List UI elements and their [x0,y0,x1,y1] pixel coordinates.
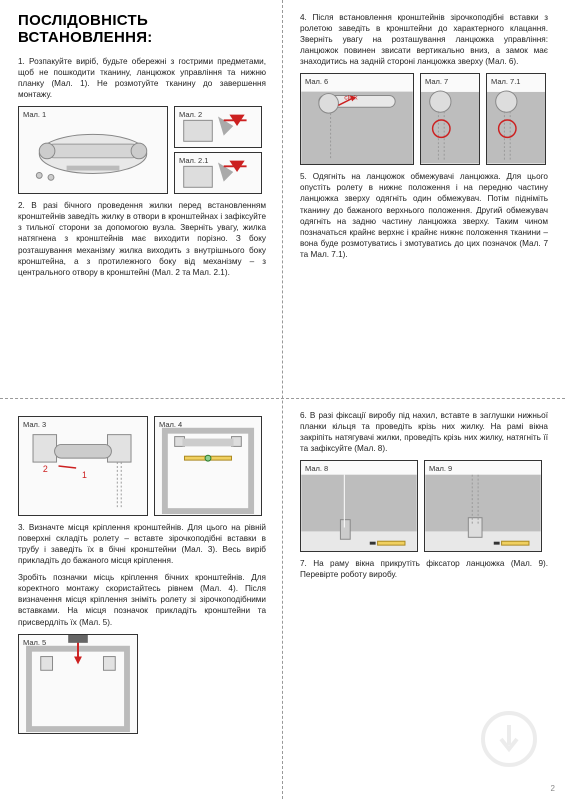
figure-5: Мал. 5 [18,634,138,734]
figure-2: Мал. 2 [174,106,262,148]
divider-horizontal [0,398,565,399]
figure-row-3-4: Мал. 3 2 1 Мал. 4 [18,416,266,516]
step-3a-text: 3. Визначте місця кріплення кронштейнів.… [18,522,266,566]
figure-7: Мал. 7 [420,73,480,165]
figure-row-6-7: Мал. 6 click Мал. 7 [300,73,548,165]
figure-1-label: Мал. 1 [23,110,46,119]
figure-2-1: Мал. 2.1 [174,152,262,194]
figure-1: Мал. 1 [18,106,168,194]
svg-text:2: 2 [43,464,48,474]
figure-8-label: Мал. 8 [305,464,328,473]
step-5-text: 5. Одягніть на ланцюжок обмежувачі ланцю… [300,171,548,260]
quadrant-bottom-left: Мал. 3 2 1 Мал. 4 [18,410,266,740]
step-6-text: 6. В разі фіксації виробу під нахил, вст… [300,410,548,454]
step-3b-text: Зробіть позначки місць кріплення бічних … [18,572,266,627]
figure-5-label: Мал. 5 [23,638,46,647]
quadrant-top-right: 4. Після встановлення кронштейнів зірочк… [300,12,548,266]
figure-5-svg [19,635,137,733]
figure-3-label: Мал. 3 [23,420,46,429]
quadrant-top-left: ПОСЛІДОВНІСТЬ ВСТАНОВЛЕННЯ: 1. Розпакуйт… [18,12,266,284]
figure-6-label: Мал. 6 [305,77,328,86]
instruction-page: ПОСЛІДОВНІСТЬ ВСТАНОВЛЕННЯ: 1. Розпакуйт… [0,0,565,799]
step-1-text: 1. Розпакуйте виріб, будьте обережні з г… [18,56,266,100]
figure-8: Мал. 8 [300,460,418,552]
figure-row-5: Мал. 5 [18,634,266,734]
figure-2-1-label: Мал. 2.1 [179,156,208,165]
figure-9-label: Мал. 9 [429,464,452,473]
figure-1-svg [19,107,167,193]
figure-4: Мал. 4 [154,416,262,516]
figure-9-svg [425,461,541,551]
svg-text:1: 1 [82,470,87,480]
figure-4-label: Мал. 4 [159,420,182,429]
page-title: ПОСЛІДОВНІСТЬ ВСТАНОВЛЕННЯ: [18,12,266,46]
step-7-text: 7. На раму вікна прикрутіть фіксатор лан… [300,558,548,580]
figure-8-svg [301,461,417,551]
figure-7-label: Мал. 7 [425,77,448,86]
figure-2-stack: Мал. 2 Мал. 2.1 [174,106,262,194]
figure-6: Мал. 6 click [300,73,414,165]
figure-4-svg [155,417,261,515]
figure-3-svg: 2 1 [19,417,147,515]
figure-row-8-9: Мал. 8 Мал. 9 [300,460,548,552]
figure-7-1-svg [487,74,545,164]
step-2-text: 2. В разі бічного проведення жилки перед… [18,200,266,277]
figure-2-label: Мал. 2 [179,110,202,119]
figure-7-1-label: Мал. 7.1 [491,77,520,86]
step-4-text: 4. Після встановлення кронштейнів зірочк… [300,12,548,67]
page-number: 2 [551,784,555,793]
divider-vertical [282,0,283,799]
figure-row-1: Мал. 1 Мал. 2 [18,106,266,194]
quadrant-bottom-right: 6. В разі фіксації виробу під нахил, вст… [300,410,548,586]
watermark-icon [479,709,539,769]
figure-3: Мал. 3 2 1 [18,416,148,516]
figure-9: Мал. 9 [424,460,542,552]
figure-6-svg: click [301,74,413,164]
figure-7-1: Мал. 7.1 [486,73,546,165]
figure-7-svg [421,74,479,164]
